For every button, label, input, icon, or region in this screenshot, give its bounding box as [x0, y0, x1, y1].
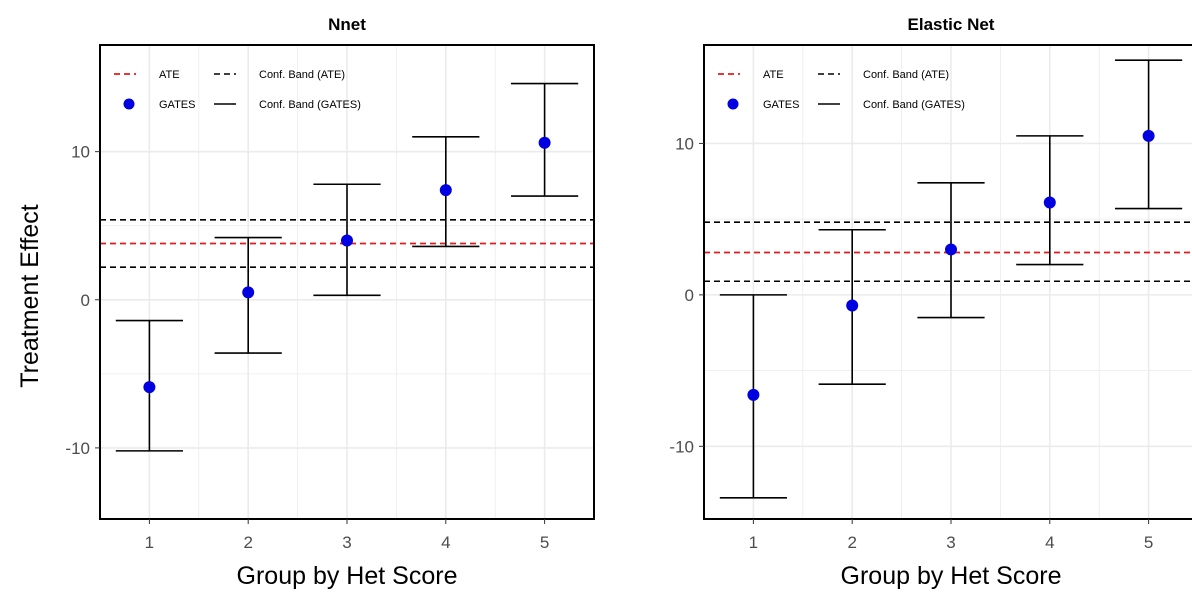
legend-gates-label: GATES — [159, 99, 195, 111]
x-axis-title: Group by Het Score — [841, 562, 1062, 590]
x-tick-label: 2 — [243, 533, 252, 552]
gates-point — [242, 286, 255, 299]
legend-ate-label: ATE — [763, 69, 784, 81]
gates-point — [538, 136, 551, 149]
legend-ate-band-label: Conf. Band (ATE) — [259, 69, 345, 81]
panel-1: Nnet ATE Conf. Band (ATE) GATES Conf. Band (… — [65, 15, 595, 590]
y-tick-label: 0 — [685, 286, 694, 305]
x-tick-label: 5 — [1144, 533, 1153, 552]
gates-point — [1142, 129, 1155, 142]
panel-2: Elastic Net ATE Conf. Band (ATE) GATES Conf.… — [669, 15, 1192, 590]
x-tick-label: 1 — [749, 533, 758, 552]
x-tick-label: 4 — [441, 533, 450, 552]
gates-point — [747, 388, 760, 401]
gates-point — [439, 184, 452, 197]
gates-point — [846, 299, 859, 312]
legend-gates-band-label: Conf. Band (GATES) — [863, 99, 965, 111]
panel-title: Nnet — [328, 15, 366, 34]
legend-ate-label: ATE — [159, 69, 180, 81]
panel-title: Elastic Net — [908, 15, 995, 34]
x-tick-label: 1 — [145, 533, 154, 552]
x-tick-label: 5 — [540, 533, 549, 552]
gates-point — [143, 381, 156, 394]
y-tick-label: -10 — [669, 437, 694, 456]
legend-gates-label: GATES — [763, 99, 799, 111]
legend-gates-key — [123, 98, 135, 110]
chart-panels: Nnet ATE Conf. Band (ATE) GATES Conf. Band (… — [65, 15, 1192, 590]
gates-point — [945, 243, 957, 256]
x-tick-label: 3 — [946, 533, 955, 552]
gates-point — [341, 234, 353, 247]
y-tick-label: 10 — [675, 134, 694, 153]
y-axis-title: Treatment Effect — [16, 204, 44, 387]
legend-gates-key — [727, 98, 739, 110]
legend-gates-band-label: Conf. Band (GATES) — [259, 99, 361, 111]
y-tick-label: -10 — [65, 439, 90, 458]
x-axis-title: Group by Het Score — [237, 562, 458, 590]
gates-point — [1043, 196, 1056, 209]
x-tick-label: 3 — [342, 533, 351, 552]
x-tick-label: 2 — [847, 533, 856, 552]
y-tick-label: 0 — [81, 291, 90, 310]
y-tick-label: 10 — [71, 143, 90, 162]
legend-ate-band-label: Conf. Band (ATE) — [863, 69, 949, 81]
x-tick-label: 4 — [1045, 533, 1054, 552]
